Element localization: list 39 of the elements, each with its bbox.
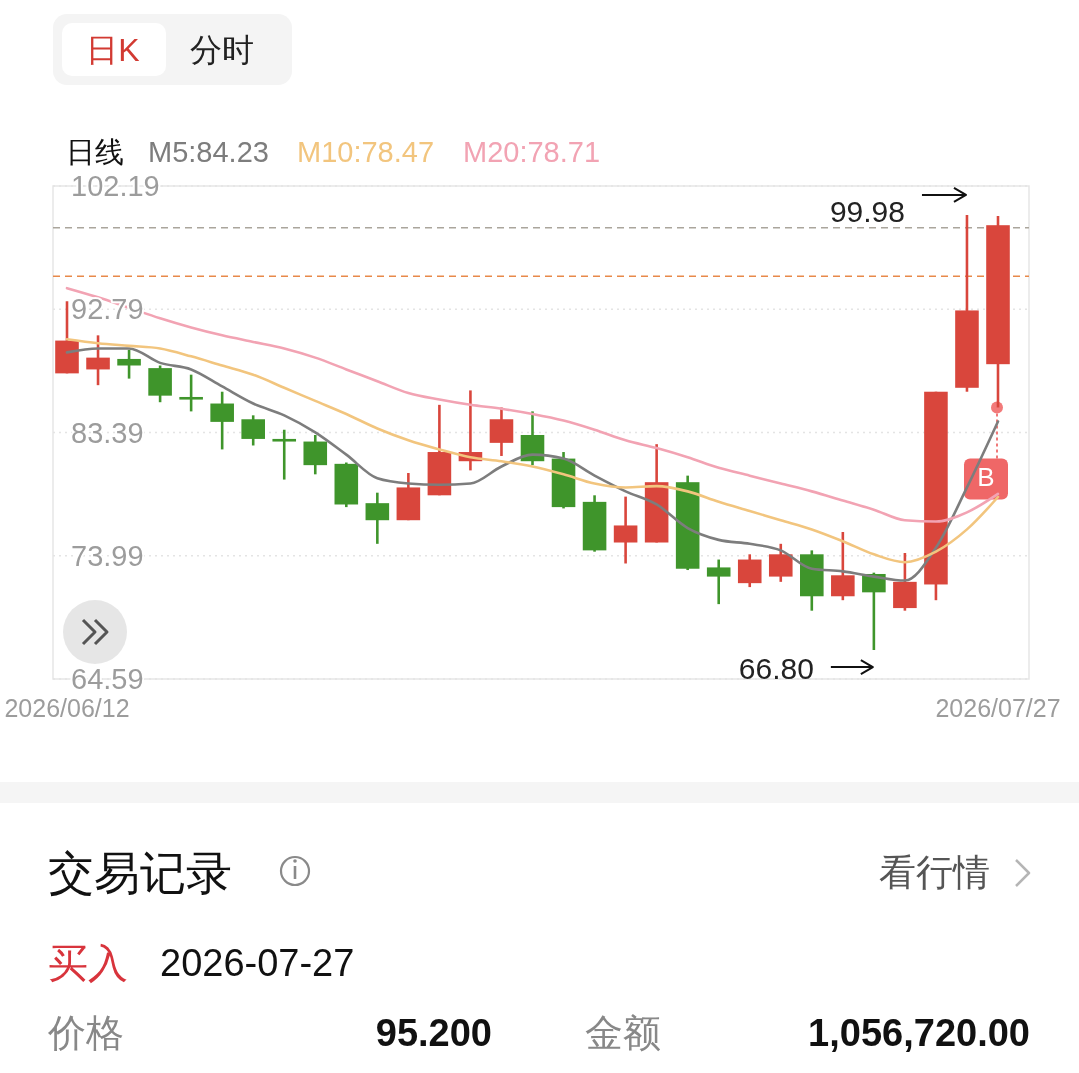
x-tick-label: 2026/06/12	[4, 694, 130, 722]
candlestick	[737, 553, 762, 589]
text: 95.200	[375, 1012, 492, 1054]
line-series	[65, 286, 1000, 523]
annotation: B	[977, 462, 995, 493]
candlestick	[303, 433, 328, 476]
candlestick	[86, 334, 110, 387]
text: 日K	[86, 32, 140, 68]
candlestick	[613, 495, 638, 565]
x-tick-label: 2026/07/27	[935, 694, 1061, 722]
text: 买入	[48, 941, 128, 985]
y-tick-label: 102.19	[71, 170, 160, 202]
text: 金额	[585, 1012, 661, 1054]
annotation: 66.80	[738, 651, 814, 685]
candlestick	[210, 390, 234, 451]
y-tick-label: 92.79	[71, 293, 144, 326]
candlestick	[365, 491, 390, 546]
y-tick-label: 83.39	[71, 416, 144, 449]
candlestick	[489, 406, 514, 458]
candlestick	[768, 542, 793, 584]
candlestick	[706, 558, 731, 606]
text: M10:78.47	[297, 136, 435, 168]
text: 分时	[190, 32, 254, 68]
y-tick-label: 73.99	[71, 539, 144, 572]
candlestick	[241, 414, 265, 447]
text: 2026-07-27	[160, 942, 355, 984]
text: 交易记录	[48, 847, 232, 899]
candlestick	[272, 428, 297, 481]
candlestick	[831, 530, 855, 602]
annotation: 99.98	[829, 194, 905, 228]
y-tick-label: 64.59	[71, 663, 144, 695]
text: 价格	[47, 1012, 124, 1054]
text: M20:78.71	[463, 136, 601, 168]
candlestick	[117, 348, 141, 380]
chart-title: 日线	[66, 136, 124, 168]
text: 看行情	[879, 851, 990, 893]
text: M5:84.23	[148, 136, 269, 168]
text: 1,056,720.00	[808, 1012, 1030, 1054]
candlestick	[179, 373, 203, 413]
